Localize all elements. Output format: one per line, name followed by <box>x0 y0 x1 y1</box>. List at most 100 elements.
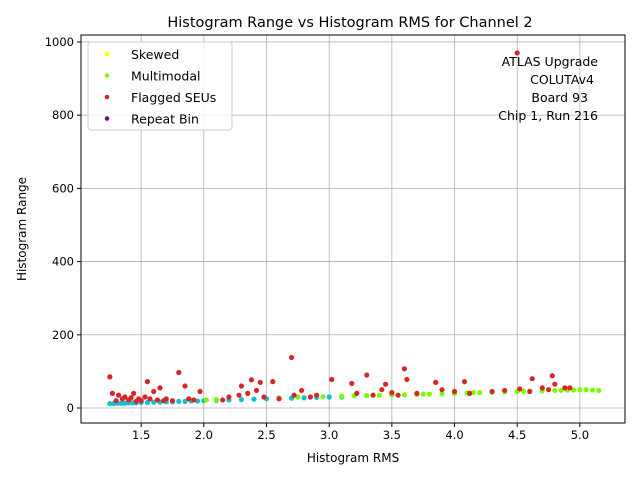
data-point-flagged-seus <box>291 392 297 398</box>
data-point-flagged-seus <box>433 379 439 385</box>
data-point-flagged-seus <box>395 392 401 398</box>
data-point-flagged-seus <box>314 392 320 398</box>
data-point-multimodal <box>420 391 426 397</box>
data-point-flagged-seus <box>349 380 355 387</box>
data-point-multimodal <box>558 387 564 394</box>
data-point-flagged-seus <box>545 387 552 393</box>
legend-label: Skewed <box>131 47 179 62</box>
x-tick-label: 4.0 <box>445 428 463 442</box>
data-point-flagged-seus <box>122 394 128 400</box>
x-tick-label: 3.0 <box>320 428 338 442</box>
data-point-flagged-seus <box>552 381 558 387</box>
data-point-flagged-seus <box>169 398 176 404</box>
data-point-base <box>122 400 128 406</box>
data-point-flagged-seus <box>116 392 122 398</box>
data-point-flagged-seus <box>529 376 535 382</box>
data-point-flagged-seus <box>276 396 282 402</box>
data-point-flagged-seus <box>517 386 523 392</box>
data-point-flagged-seus <box>154 397 161 403</box>
data-point-flagged-seus <box>307 394 313 400</box>
data-point-multimodal <box>583 387 589 393</box>
data-point-flagged-seus <box>109 390 115 396</box>
data-point-base <box>326 394 332 400</box>
data-point-base <box>182 398 188 405</box>
annotation-line: Chip 1, Run 216 <box>498 108 598 123</box>
y-tick-label: 600 <box>52 181 74 195</box>
data-point-flagged-seus <box>191 397 197 403</box>
legend-label: Repeat Bin <box>131 112 199 127</box>
data-point-flagged-seus <box>466 390 473 396</box>
data-point-flagged-seus <box>299 387 305 394</box>
data-point-flagged-seus <box>354 390 360 396</box>
legend-marker <box>104 51 110 57</box>
data-point-multimodal <box>589 387 596 393</box>
x-tick-label: 3.5 <box>383 428 401 442</box>
legend-marker <box>104 116 110 121</box>
legend-marker <box>104 73 110 78</box>
data-point-flagged-seus <box>186 396 192 402</box>
legend-marker <box>104 94 110 100</box>
legend-label: Flagged SEUs <box>131 90 216 105</box>
data-point-flagged-seus <box>113 398 119 404</box>
data-point-base <box>144 399 151 406</box>
data-point-flagged-seus <box>539 385 545 391</box>
data-point-base <box>251 396 257 402</box>
data-point-flagged-seus <box>142 394 148 400</box>
data-point-flagged-seus <box>382 381 389 387</box>
data-point-flagged-seus <box>182 383 188 389</box>
data-point-flagged-seus <box>401 366 407 372</box>
data-point-flagged-seus <box>502 387 508 394</box>
data-point-flagged-seus <box>157 385 163 391</box>
data-point-flagged-seus <box>261 394 267 400</box>
data-point-flagged-seus <box>144 379 151 385</box>
data-point-flagged-seus <box>329 376 335 383</box>
x-tick-label: 2.5 <box>257 428 275 442</box>
legend-box <box>87 41 233 131</box>
y-axis-label: Histogram Range <box>15 177 29 281</box>
data-point-flagged-seus <box>288 354 295 361</box>
data-point-flagged-seus <box>163 396 169 402</box>
x-tick-label: 1.5 <box>132 428 150 442</box>
x-axis-label: Histogram RMS <box>307 451 399 465</box>
data-point-flagged-seus <box>128 395 134 401</box>
data-point-base <box>107 401 113 407</box>
data-point-flagged-seus <box>138 398 144 404</box>
data-point-flagged-seus <box>151 388 157 395</box>
data-point-multimodal <box>476 390 483 396</box>
data-point-flagged-seus <box>220 397 226 403</box>
data-point-multimodal <box>520 388 527 394</box>
data-point-flagged-seus <box>197 388 203 395</box>
data-point-flagged-seus <box>414 390 420 396</box>
data-point-multimodal <box>320 394 326 400</box>
data-point-flagged-seus <box>147 396 153 402</box>
x-tick-label: 5.0 <box>571 428 589 442</box>
data-point-flagged-seus <box>370 392 376 398</box>
data-point-multimodal <box>203 397 209 403</box>
data-point-flagged-seus <box>404 376 410 383</box>
legend: Skewed Multimodal Flagged SEUs Repeat Bin <box>87 41 233 131</box>
data-point-flagged-seus <box>226 394 232 400</box>
data-point-flagged-seus <box>389 390 395 396</box>
data-point-multimodal <box>426 391 433 397</box>
data-point-flagged-seus <box>248 377 255 383</box>
y-tick-label: 1000 <box>45 35 74 49</box>
y-tick-label: 0 <box>67 401 74 415</box>
data-point-base <box>151 399 157 405</box>
data-point-base <box>238 396 245 403</box>
data-point-flagged-seus <box>379 387 385 393</box>
y-tick-label: 800 <box>52 108 74 122</box>
data-point-base <box>301 395 307 401</box>
annotation-line: COLUTAv4 <box>530 72 594 87</box>
chart-title: Histogram Range vs Histogram RMS for Cha… <box>167 15 532 31</box>
data-point-flagged-seus <box>238 383 245 389</box>
data-point-flagged-seus <box>461 379 468 385</box>
data-point-flagged-seus <box>107 374 113 380</box>
data-point-flagged-seus <box>364 372 370 378</box>
data-point-flagged-seus <box>245 390 251 396</box>
data-point-flagged-seus <box>514 50 520 56</box>
data-point-multimodal <box>552 387 558 394</box>
data-point-flagged-seus <box>489 388 495 395</box>
data-point-flagged-seus <box>562 385 568 391</box>
data-point-flagged-seus <box>567 385 573 391</box>
